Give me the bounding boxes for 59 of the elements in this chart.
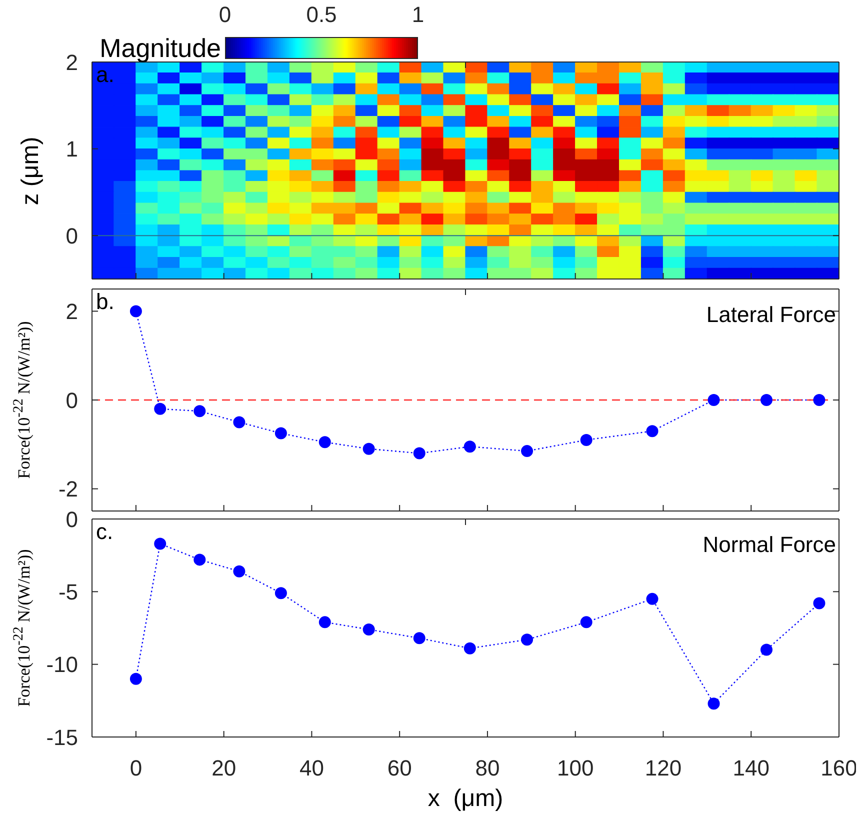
point	[708, 394, 720, 406]
point	[233, 565, 246, 578]
annotation: b.	[96, 289, 114, 314]
point	[646, 425, 658, 438]
annotation: a.	[96, 62, 114, 87]
annotation: Lateral Force	[706, 302, 836, 327]
point	[318, 616, 331, 628]
x-tick-label: 120	[644, 756, 682, 781]
x-tick-label: 20	[212, 756, 236, 781]
y-tick-label: -2	[58, 476, 78, 502]
x-tick-label: 80	[475, 756, 500, 781]
point	[362, 623, 375, 636]
point	[274, 427, 287, 440]
point	[760, 644, 772, 656]
point	[813, 597, 826, 610]
point	[521, 634, 534, 646]
point	[318, 436, 331, 448]
point	[130, 672, 142, 685]
y-tick-label: 1	[66, 136, 78, 162]
color-bar-label: 0.5	[306, 2, 337, 27]
point	[413, 447, 426, 460]
point	[813, 394, 826, 406]
color-bar-title: Magnitude	[100, 33, 221, 63]
y-axis-title: z (μm)	[17, 136, 44, 205]
y-tick-label: -10	[46, 652, 78, 678]
point	[194, 405, 206, 418]
x-tick-label: 60	[387, 756, 412, 781]
point	[154, 402, 166, 415]
y-tick-label: 0	[66, 506, 78, 532]
x-tick-label: 0	[130, 756, 142, 781]
point	[708, 698, 720, 710]
point	[580, 616, 592, 628]
point	[760, 394, 772, 406]
point	[194, 554, 206, 566]
point	[413, 632, 426, 644]
point	[154, 538, 166, 550]
point	[130, 305, 142, 318]
x-tick-label: 40	[299, 756, 324, 781]
x-axis-title: x (μm)	[428, 785, 504, 812]
color-bar-label: 0	[218, 2, 232, 27]
color-bar-label: 1	[412, 2, 424, 27]
y-tick-label: 2	[66, 299, 78, 324]
x-tick-label: 140	[732, 756, 770, 781]
annotation: c.	[96, 519, 114, 544]
point	[233, 416, 246, 428]
point	[274, 587, 287, 600]
point	[580, 434, 592, 446]
y-tick-label: -5	[58, 579, 78, 604]
y-tick-label: -15	[46, 724, 78, 750]
point	[521, 445, 534, 458]
annotation: Normal Force	[702, 532, 836, 557]
x-tick-label: 100	[556, 756, 594, 781]
point	[362, 442, 375, 455]
y-tick-label: 0	[66, 388, 78, 413]
y-tick-label: 0	[66, 223, 78, 248]
y-tick-label: 2	[66, 50, 78, 75]
point	[464, 440, 476, 453]
point	[646, 592, 658, 605]
point	[464, 642, 476, 654]
